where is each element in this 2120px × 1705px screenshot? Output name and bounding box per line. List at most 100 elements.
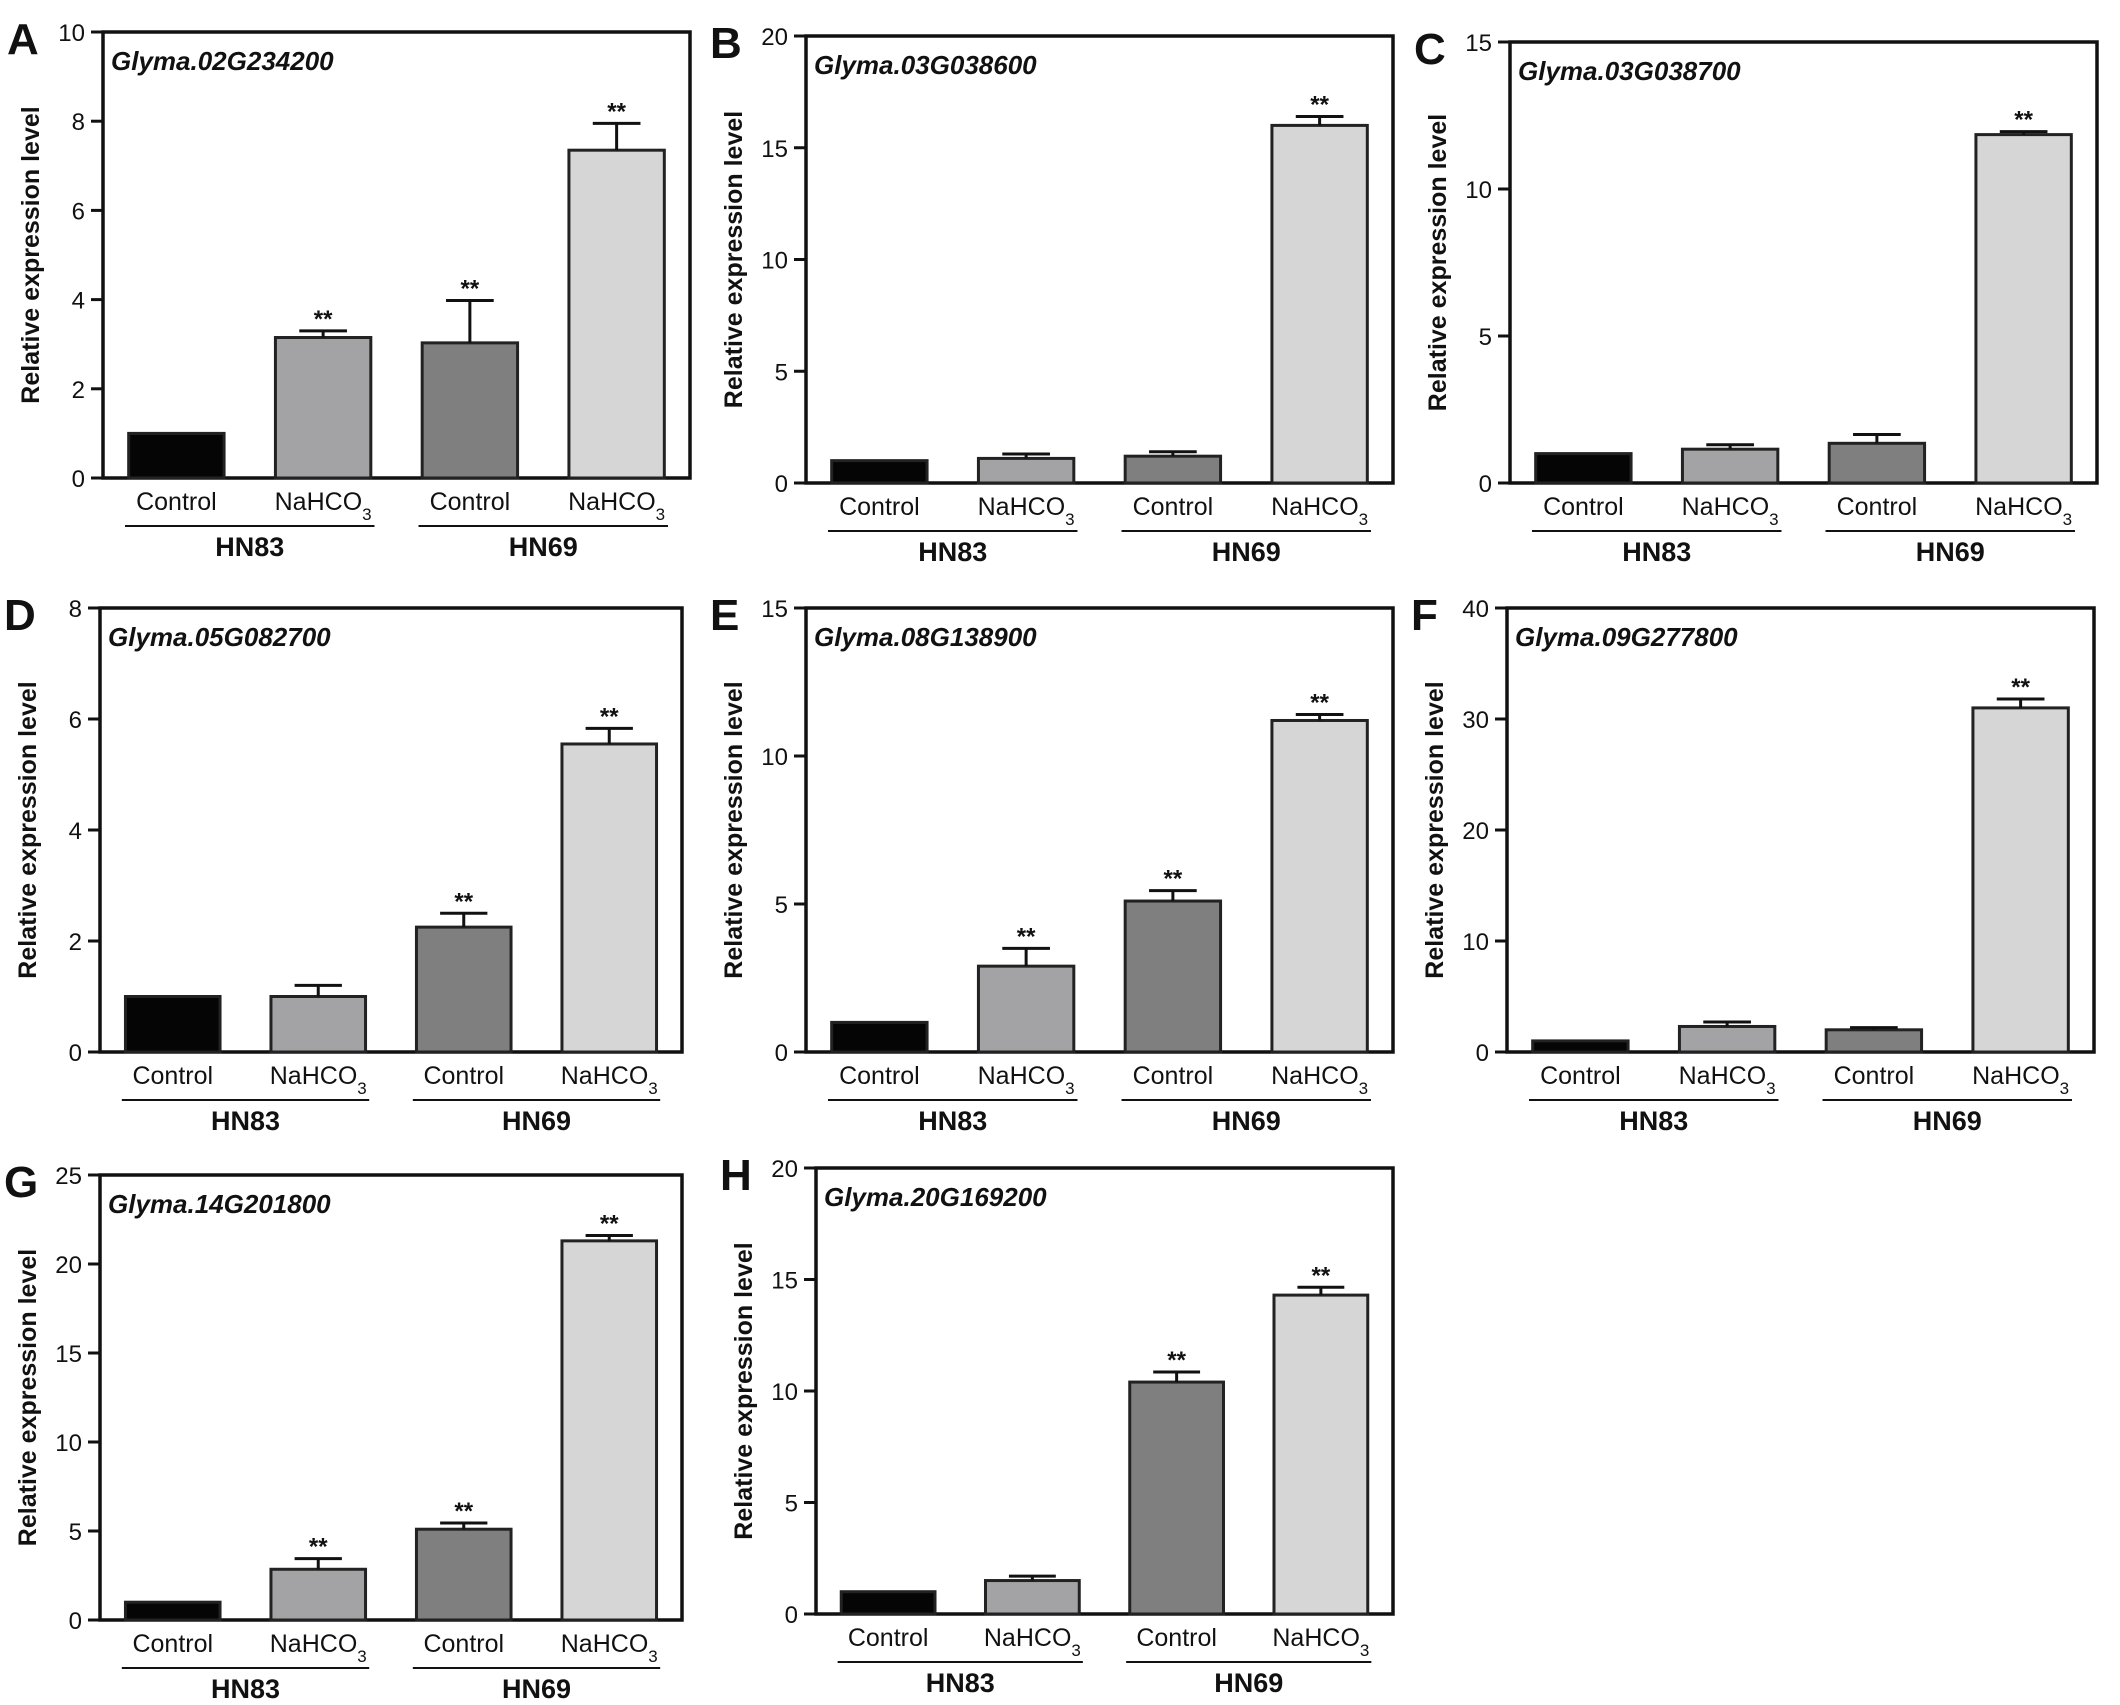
bar bbox=[560, 742, 659, 1054]
y-tick-label: 20 bbox=[761, 24, 788, 51]
group-label: HN69 bbox=[502, 1106, 571, 1136]
x-tick-label: NaHCO3 bbox=[275, 488, 372, 524]
y-tick-label: 20 bbox=[55, 1252, 82, 1279]
y-axis-label: Relative expression level bbox=[14, 681, 42, 978]
x-tick-label: Control bbox=[839, 493, 920, 521]
chart-title: Glyma.20G169200 bbox=[824, 1182, 1047, 1212]
y-tick-label: 8 bbox=[72, 109, 85, 136]
chart-title: Glyma.02G234200 bbox=[111, 46, 334, 76]
significance-mark: ** bbox=[1310, 690, 1329, 717]
y-axis-label: Relative expression level bbox=[720, 681, 748, 978]
y-tick-label: 2 bbox=[69, 929, 82, 956]
group-label: HN69 bbox=[1916, 537, 1985, 567]
significance-mark: ** bbox=[1312, 1262, 1331, 1289]
x-tick-label: NaHCO3 bbox=[1975, 493, 2072, 529]
bar bbox=[414, 925, 513, 1054]
y-tick-label: 10 bbox=[55, 1430, 82, 1457]
x-tick-label: Control bbox=[848, 1624, 929, 1652]
y-tick-label: 6 bbox=[69, 707, 82, 734]
bar bbox=[420, 341, 520, 480]
panel-g: G Glyma.14G201800 Relative expression leve… bbox=[4, 1158, 684, 1704]
y-tick-label: 0 bbox=[72, 466, 85, 493]
bar bbox=[1974, 133, 2073, 485]
significance-mark: ** bbox=[454, 1498, 473, 1525]
x-tick-label: Control bbox=[423, 1630, 504, 1658]
bar bbox=[273, 336, 373, 480]
x-tick-label: Control bbox=[839, 1062, 920, 1090]
panel-label: D bbox=[4, 591, 36, 640]
panel-label: F bbox=[1411, 591, 1438, 640]
plot-frame bbox=[101, 30, 692, 480]
bar bbox=[1677, 1024, 1777, 1054]
bar bbox=[269, 995, 368, 1054]
group-label: HN83 bbox=[926, 1668, 995, 1698]
significance-mark: ** bbox=[600, 1211, 619, 1238]
y-axis-label: Relative expression level bbox=[17, 106, 45, 403]
plot-frame bbox=[98, 1173, 684, 1622]
y-tick-label: 4 bbox=[69, 818, 82, 845]
x-tick-label: NaHCO3 bbox=[561, 1062, 658, 1098]
group-label: HN83 bbox=[918, 1106, 987, 1136]
x-tick-label: NaHCO3 bbox=[984, 1624, 1081, 1660]
significance-mark: ** bbox=[454, 888, 473, 915]
x-tick-label: NaHCO3 bbox=[978, 493, 1075, 529]
group-label: HN83 bbox=[211, 1106, 280, 1136]
group-label: HN83 bbox=[211, 1674, 280, 1704]
chart-title: Glyma.03G038600 bbox=[814, 50, 1037, 80]
group-label: HN69 bbox=[509, 532, 578, 562]
significance-mark: ** bbox=[1017, 923, 1036, 950]
y-tick-label: 5 bbox=[775, 359, 788, 386]
x-tick-label: Control bbox=[1540, 1062, 1621, 1090]
x-tick-label: NaHCO3 bbox=[568, 488, 665, 524]
y-tick-label: 2 bbox=[72, 377, 85, 404]
y-tick-label: 6 bbox=[72, 198, 85, 225]
x-tick-label: Control bbox=[132, 1062, 213, 1090]
chart-title: Glyma.03G038700 bbox=[1518, 56, 1741, 86]
bar bbox=[123, 995, 222, 1054]
x-tick-label: Control bbox=[132, 1630, 213, 1658]
y-tick-label: 0 bbox=[775, 471, 788, 498]
y-axis-label: Relative expression level bbox=[730, 1242, 758, 1539]
y-tick-label: 20 bbox=[1462, 818, 1489, 845]
bar bbox=[976, 964, 1076, 1054]
significance-mark: ** bbox=[1310, 91, 1329, 118]
significance-mark: ** bbox=[309, 1534, 328, 1561]
significance-mark: ** bbox=[2011, 674, 2030, 701]
panel-label: B bbox=[710, 19, 742, 68]
chart-title: Glyma.08G138900 bbox=[814, 622, 1037, 652]
y-tick-label: 40 bbox=[1462, 596, 1489, 623]
bar bbox=[1123, 454, 1223, 485]
y-tick-label: 0 bbox=[69, 1040, 82, 1067]
bar bbox=[127, 431, 226, 480]
y-tick-label: 0 bbox=[69, 1608, 82, 1635]
panel-label: H bbox=[720, 1151, 752, 1200]
x-tick-label: NaHCO3 bbox=[1271, 493, 1368, 529]
x-tick-label: NaHCO3 bbox=[1271, 1062, 1368, 1098]
bar bbox=[1128, 1380, 1226, 1616]
y-tick-label: 0 bbox=[1479, 471, 1492, 498]
plot-frame bbox=[804, 606, 1395, 1054]
bar bbox=[123, 1600, 222, 1622]
group-label: HN83 bbox=[1622, 537, 1691, 567]
group-label: HN69 bbox=[1913, 1106, 1982, 1136]
x-tick-label: NaHCO3 bbox=[1272, 1624, 1369, 1660]
bar bbox=[976, 456, 1076, 485]
y-tick-label: 30 bbox=[1462, 707, 1489, 734]
y-tick-label: 5 bbox=[775, 892, 788, 919]
x-tick-label: NaHCO3 bbox=[561, 1630, 658, 1666]
panel-label: C bbox=[1414, 25, 1446, 74]
x-tick-label: Control bbox=[136, 488, 217, 516]
bar bbox=[1680, 447, 1780, 485]
panel-a: A Glyma.02G234200 Relative expression leve… bbox=[7, 15, 692, 562]
panel-label: G bbox=[4, 1158, 38, 1207]
y-tick-label: 10 bbox=[1465, 177, 1492, 204]
x-tick-label: Control bbox=[1543, 493, 1624, 521]
bar bbox=[830, 459, 929, 485]
chart-title: Glyma.05G082700 bbox=[108, 622, 331, 652]
chart-title: Glyma.14G201800 bbox=[108, 1189, 331, 1219]
significance-mark: ** bbox=[1167, 1347, 1186, 1374]
bar bbox=[1971, 706, 2070, 1054]
bar bbox=[269, 1567, 368, 1622]
y-tick-label: 0 bbox=[785, 1602, 798, 1629]
